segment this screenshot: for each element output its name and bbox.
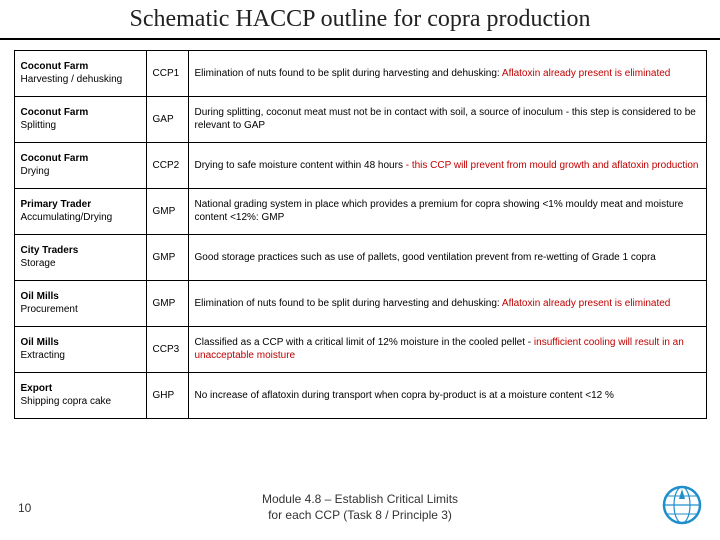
desc-prefix: Elimination of nuts found to be split du… [195, 68, 502, 79]
haccp-table: Coconut Farm Harvesting / dehusking CCP1 El… [14, 50, 707, 419]
code-cell: GHP [146, 372, 188, 418]
description-cell: During splitting, coconut meat must not … [188, 96, 706, 142]
stage-name: Coconut Farm [21, 61, 89, 72]
table-row: City Traders Storage GMP Good storage pract… [14, 234, 706, 280]
stage-name: Oil Mills [21, 291, 59, 302]
table-row: Export Shipping copra cake GHP No increase … [14, 372, 706, 418]
desc-prefix: No increase of aflatoxin during transpor… [195, 390, 614, 401]
description-cell: No increase of aflatoxin during transpor… [188, 372, 706, 418]
code-cell: GMP [146, 280, 188, 326]
stage-sub: Accumulating/Drying [21, 212, 113, 223]
table-row: Coconut Farm Splitting GAP During splitting… [14, 96, 706, 142]
desc-highlight: Aflatoxin already present is eliminated [502, 68, 670, 79]
description-cell: Drying to safe moisture content within 4… [188, 142, 706, 188]
page-title: Schematic HACCP outline for copra produc… [0, 6, 720, 34]
desc-highlight: - this CCP will prevent from mould growt… [406, 160, 699, 171]
description-cell: Elimination of nuts found to be split du… [188, 50, 706, 96]
table-row: Oil Mills Extracting CCP3 Classified as a C… [14, 326, 706, 372]
desc-highlight: Aflatoxin already present is eliminated [502, 298, 670, 309]
stage-name: Coconut Farm [21, 153, 89, 164]
stage-cell: Coconut Farm Splitting [14, 96, 146, 142]
desc-prefix: Good storage practices such as use of pa… [195, 252, 656, 263]
stage-sub: Extracting [21, 350, 65, 361]
stage-name: Oil Mills [21, 337, 59, 348]
stage-sub: Procurement [21, 304, 78, 315]
table-row: Oil Mills Procurement GMP Elimination of nu… [14, 280, 706, 326]
code-cell: GMP [146, 188, 188, 234]
stage-name: Coconut Farm [21, 107, 89, 118]
fao-logo-icon [662, 485, 702, 525]
module-line-1: Module 4.8 – Establish Critical Limits [262, 492, 458, 506]
stage-sub: Storage [21, 258, 56, 269]
stage-name: City Traders [21, 245, 79, 256]
page-number: 10 [18, 501, 78, 515]
footer: 10 Module 4.8 – Establish Critical Limit… [0, 485, 720, 530]
desc-prefix: Drying to safe moisture content within 4… [195, 160, 406, 171]
module-line-2: for each CCP (Task 8 / Principle 3) [268, 508, 452, 522]
code-cell: CCP2 [146, 142, 188, 188]
code-cell: GAP [146, 96, 188, 142]
description-cell: Elimination of nuts found to be split du… [188, 280, 706, 326]
desc-prefix: National grading system in place which p… [195, 199, 684, 223]
stage-sub: Drying [21, 166, 50, 177]
description-cell: National grading system in place which p… [188, 188, 706, 234]
title-bar: Schematic HACCP outline for copra produc… [0, 0, 720, 40]
module-caption: Module 4.8 – Establish Critical Limits f… [78, 492, 642, 523]
stage-name: Primary Trader [21, 199, 92, 210]
table-row: Coconut Farm Drying CCP2 Drying to safe moi… [14, 142, 706, 188]
desc-prefix: During splitting, coconut meat must not … [195, 107, 696, 131]
stage-sub: Shipping copra cake [21, 396, 112, 407]
stage-cell: Oil Mills Procurement [14, 280, 146, 326]
stage-cell: Primary Trader Accumulating/Drying [14, 188, 146, 234]
desc-prefix: Elimination of nuts found to be split du… [195, 298, 502, 309]
logo-wrap [642, 485, 702, 530]
stage-cell: City Traders Storage [14, 234, 146, 280]
stage-sub: Splitting [21, 120, 57, 131]
table-row: Primary Trader Accumulating/Drying GMP Nati… [14, 188, 706, 234]
code-cell: CCP1 [146, 50, 188, 96]
stage-cell: Coconut Farm Harvesting / dehusking [14, 50, 146, 96]
code-cell: GMP [146, 234, 188, 280]
code-cell: CCP3 [146, 326, 188, 372]
stage-sub: Harvesting / dehusking [21, 74, 123, 85]
stage-cell: Export Shipping copra cake [14, 372, 146, 418]
stage-name: Export [21, 383, 53, 394]
desc-prefix: Classified as a CCP with a critical limi… [195, 337, 534, 348]
description-cell: Classified as a CCP with a critical limi… [188, 326, 706, 372]
stage-cell: Coconut Farm Drying [14, 142, 146, 188]
stage-cell: Oil Mills Extracting [14, 326, 146, 372]
description-cell: Good storage practices such as use of pa… [188, 234, 706, 280]
table-row: Coconut Farm Harvesting / dehusking CCP1 El… [14, 50, 706, 96]
